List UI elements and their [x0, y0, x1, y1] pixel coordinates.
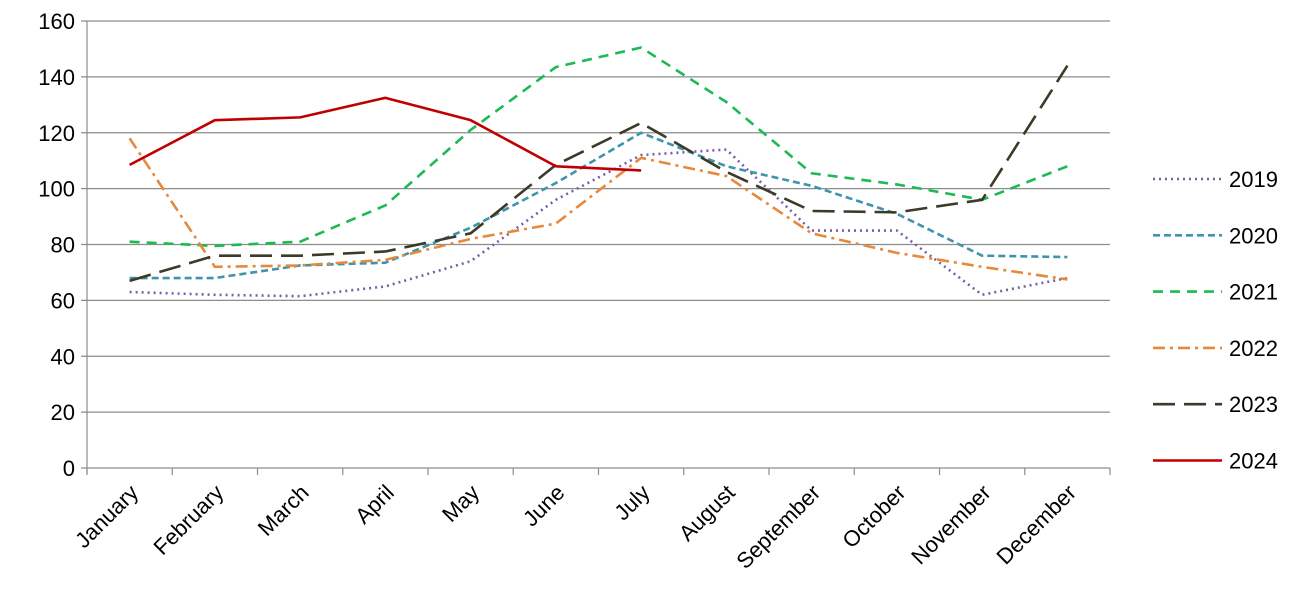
y-tick-label: 100 [38, 177, 75, 202]
x-tick-label: September [731, 480, 825, 574]
y-axis-tick-labels: 0 20 40 60 80 100 120 140 160 [38, 9, 75, 481]
x-tick-label: May [437, 480, 484, 527]
x-tick-label: August [674, 480, 740, 546]
y-tick-label: 160 [38, 9, 75, 34]
x-tick-label: February [148, 480, 228, 560]
series-lines [128, 46, 1069, 298]
x-tick-label: December [991, 480, 1080, 569]
x-tick-label: March [253, 480, 314, 541]
series-line-2020 [129, 131, 1068, 280]
series-line-2021 [129, 46, 1068, 248]
y-tick-label: 120 [38, 121, 75, 146]
x-tick-label: July [609, 480, 654, 525]
series-line-2022 [128, 137, 1068, 281]
x-axis-tick-labels: January February March April May June July Augu… [70, 480, 1081, 574]
y-tick-label: 40 [51, 344, 75, 369]
x-tick-label: April [350, 480, 399, 529]
legend-label-2019: 2019 [1229, 167, 1278, 192]
x-axis [86, 21, 1111, 475]
legend-label-2023: 2023 [1229, 392, 1278, 417]
x-tick-label: June [518, 480, 569, 531]
series-line-2019 [129, 148, 1068, 298]
y-tick-label: 20 [51, 400, 75, 425]
y-tick-label: 140 [38, 65, 75, 90]
y-tick-label: 0 [63, 456, 75, 481]
legend: 2019 2020 2021 2022 2023 2024 [1153, 167, 1278, 474]
series-line-2024 [129, 96, 642, 172]
y-tick-label: 80 [51, 233, 75, 258]
x-tick-label: October [837, 480, 910, 553]
x-tick-label: January [70, 480, 143, 553]
y-tick-label: 60 [51, 288, 75, 313]
legend-label-2021: 2021 [1229, 280, 1278, 305]
legend-label-2022: 2022 [1229, 336, 1278, 361]
legend-label-2020: 2020 [1229, 223, 1278, 248]
x-tick-label: November [906, 480, 995, 569]
legend-label-2024: 2024 [1229, 449, 1278, 474]
series-line-2023 [129, 65, 1069, 283]
